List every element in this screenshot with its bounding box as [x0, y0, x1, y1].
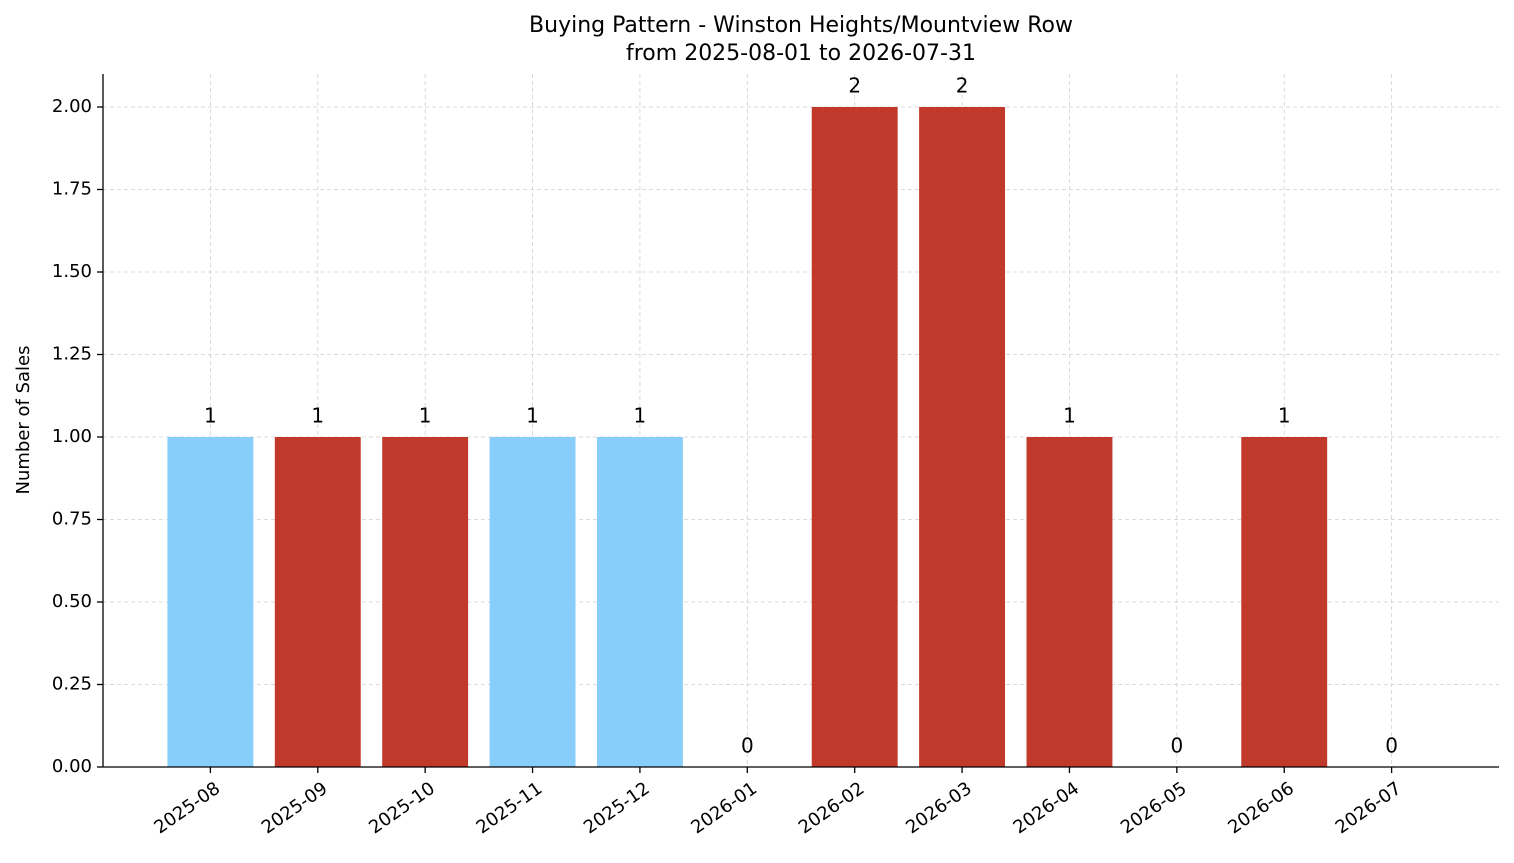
- y-tick-label: 1.00: [52, 426, 92, 447]
- x-tick-label: 2025-10: [365, 778, 439, 838]
- x-tick-label: 2026-07: [1332, 778, 1406, 838]
- data-label: 1: [526, 404, 539, 428]
- x-tick-label: 2026-01: [687, 778, 761, 838]
- bar: [1026, 437, 1113, 767]
- x-tick-label: 2026-03: [902, 778, 976, 838]
- y-axis-label: Number of Sales: [13, 345, 34, 494]
- y-tick-label: 2.00: [52, 96, 92, 117]
- data-label: 1: [204, 404, 217, 428]
- bar: [489, 437, 576, 767]
- chart-title: Buying Pattern - Winston Heights/Mountvi…: [529, 13, 1073, 38]
- bar: [1241, 437, 1328, 767]
- data-label: 1: [1278, 404, 1291, 428]
- chart-subtitle: from 2025-08-01 to 2026-07-31: [626, 41, 976, 66]
- y-tick-label: 0.50: [52, 591, 92, 612]
- x-tick-label: 2025-11: [473, 778, 547, 838]
- data-label: 2: [848, 74, 861, 98]
- data-label: 1: [419, 404, 432, 428]
- bar: [919, 107, 1006, 767]
- x-tick-label: 2026-02: [795, 778, 869, 838]
- y-tick-label: 1.25: [52, 344, 92, 365]
- data-label: 1: [634, 404, 647, 428]
- data-label: 0: [1170, 734, 1183, 758]
- data-label: 1: [1063, 404, 1076, 428]
- bar: [274, 437, 361, 767]
- y-tick-label: 0.00: [52, 756, 92, 777]
- x-tick-label: 2025-09: [258, 778, 332, 838]
- data-label: 0: [741, 734, 754, 758]
- bar: [811, 107, 898, 767]
- data-label: 1: [311, 404, 324, 428]
- x-tick-label: 2026-06: [1224, 778, 1298, 838]
- x-tick-label: 2026-05: [1117, 778, 1191, 838]
- bar: [167, 437, 254, 767]
- data-label: 2: [956, 74, 969, 98]
- y-tick-label: 0.25: [52, 674, 92, 695]
- y-tick-label: 1.50: [52, 261, 92, 282]
- bar: [596, 437, 683, 767]
- y-tick-label: 0.75: [52, 509, 92, 530]
- x-tick-label: 2025-12: [580, 778, 654, 838]
- y-tick-label: 1.75: [52, 179, 92, 200]
- data-label: 0: [1385, 734, 1398, 758]
- bar: [382, 437, 469, 767]
- x-tick-label: 2026-04: [1010, 778, 1084, 838]
- x-tick-label: 2025-08: [150, 778, 224, 838]
